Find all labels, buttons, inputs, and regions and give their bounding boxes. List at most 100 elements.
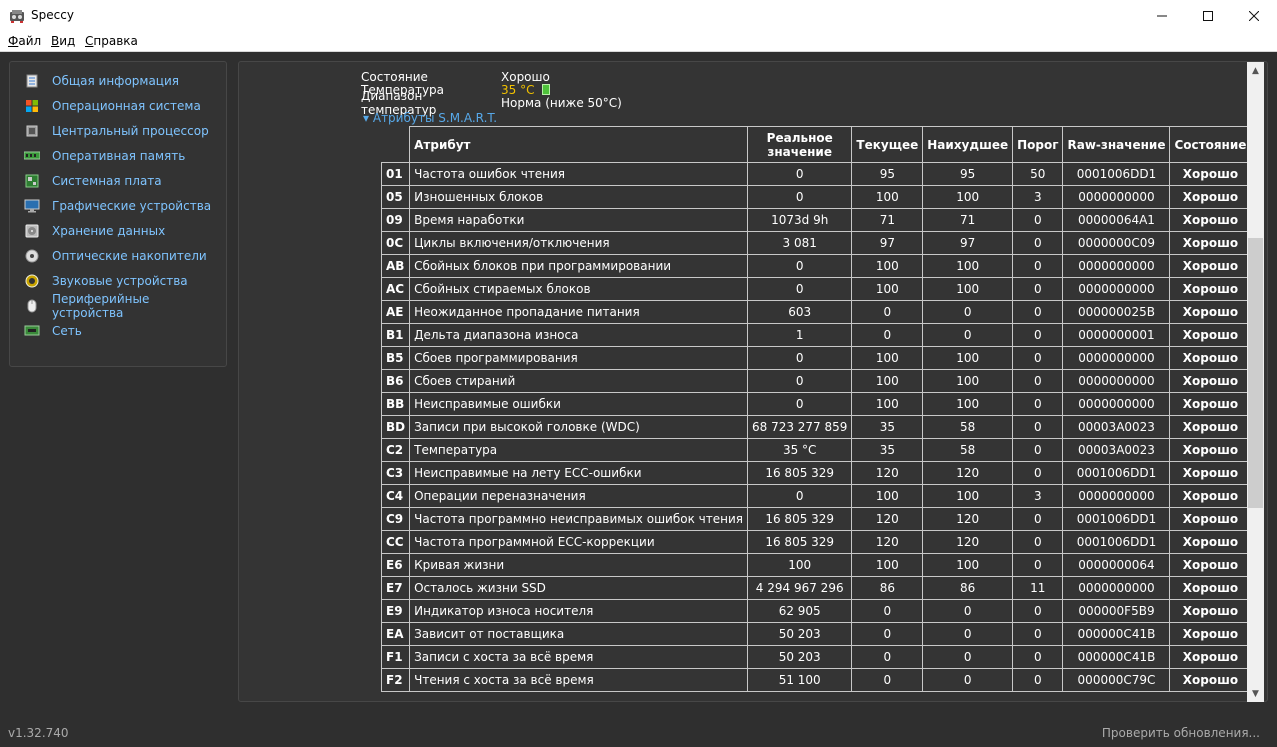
real-value: 62 905 <box>746 599 853 623</box>
table-row[interactable]: B5 Сбоев программирования 0 100 100 0 00000000… <box>380 346 1252 370</box>
attr-name: Сбоев программирования <box>409 346 748 370</box>
table-row[interactable]: C4 Операции переназначения 0 100 100 3 0000000… <box>380 484 1252 508</box>
current-value: 100 <box>851 185 924 209</box>
table-row[interactable]: AC Сбойных стираемых блоков 0 100 100 0 000000… <box>380 277 1252 301</box>
attr-id: C3 <box>380 461 411 485</box>
real-value: 0 <box>746 254 853 278</box>
sidebar-item-os[interactable]: Операционная система <box>24 96 224 116</box>
worst-value: 120 <box>922 461 1014 485</box>
table-row[interactable]: E6 Кривая жизни 100 100 100 0 0000000064 Хорошо <box>380 553 1252 577</box>
state-value: Хорошо <box>1169 553 1252 577</box>
real-value: 16 805 329 <box>746 530 853 554</box>
current-value: 0 <box>851 599 924 623</box>
current-value: 0 <box>851 668 924 692</box>
worst-value: 100 <box>922 346 1014 370</box>
table-row[interactable]: B6 Сбоев стираний 0 100 100 0 0000000000 Хорошо <box>380 369 1252 393</box>
sidebar-item-peripherals[interactable]: Периферийные устройства <box>24 292 224 320</box>
state-value: Хорошо <box>1169 162 1252 186</box>
current-value: 71 <box>851 208 924 232</box>
chevron-up-icon: ▲ <box>1252 65 1259 76</box>
real-value: 100 <box>746 553 853 577</box>
real-value-header-line2: значение <box>767 144 832 159</box>
sidebar-item-cpu[interactable]: Центральный процессор <box>24 121 224 141</box>
sidebar-item-storage[interactable]: Хранение данных <box>24 221 224 241</box>
table-row[interactable]: 0C Циклы включения/отключения 3 081 97 97 0 00… <box>380 231 1252 255</box>
attr-name: Сбоев стираний <box>409 369 748 393</box>
current-value: 35 <box>851 438 924 462</box>
sidebar-item-network[interactable]: Сеть <box>24 321 224 341</box>
raw-value: 0001006DD1 <box>1062 530 1171 554</box>
triangle-down-icon: ▾ <box>363 111 370 125</box>
sidebar-item-audio[interactable]: Звуковые устройства <box>24 271 224 291</box>
current-value: 120 <box>851 507 924 531</box>
sidebar-item-ram[interactable]: Оперативная память <box>24 146 224 166</box>
raw-value: 0000000000 <box>1062 254 1171 278</box>
table-row[interactable]: C9 Частота программно неисправимых ошибок… <box>380 507 1252 531</box>
table-row[interactable]: AB Сбойных блоков при программировании 0 10… <box>380 254 1252 278</box>
table-row[interactable]: C3 Неисправимые на лету ECC-ошибки 16 805 … <box>380 461 1252 485</box>
check-updates-link[interactable]: Проверить обновления... <box>1101 726 1260 740</box>
attr-id: AC <box>380 277 411 301</box>
sidebar-item-label: Оптические накопители <box>52 249 207 263</box>
minimize-button[interactable] <box>1139 0 1185 32</box>
state-value: Хорошо <box>1169 622 1252 646</box>
table-row[interactable]: BB Неисправимые ошибки 0 100 100 0 0000000000 Х… <box>380 392 1252 416</box>
worst-value: 58 <box>922 438 1014 462</box>
scrollbar-thumb[interactable] <box>1248 238 1263 508</box>
sidebar-item-label: Хранение данных <box>52 224 166 238</box>
current-value: 100 <box>851 369 924 393</box>
state-value: Хорошо <box>1169 645 1252 669</box>
state-value: Хорошо <box>1169 185 1252 209</box>
sidebar-item-motherboard[interactable]: Системная плата <box>24 171 224 191</box>
close-button[interactable] <box>1231 0 1277 32</box>
raw-value: 0001006DD1 <box>1062 162 1171 186</box>
maximize-button[interactable] <box>1185 0 1231 32</box>
temperature-row: Температура 35 °C <box>361 83 622 97</box>
attr-id: 09 <box>380 208 411 232</box>
table-row[interactable]: B1 Дельта диапазона износа 1 0 0 0 0000000001 Х… <box>380 323 1252 347</box>
sidebar-item-graphics[interactable]: Графические устройства <box>24 196 224 216</box>
id-header <box>380 126 411 163</box>
current-value: 100 <box>851 553 924 577</box>
menu-view[interactable]: Вид <box>51 34 75 48</box>
table-row[interactable]: AE Неожиданное пропадание питания 603 0 0 0 00… <box>380 300 1252 324</box>
sidebar-item-optical[interactable]: Оптические накопители <box>24 246 224 266</box>
table-row[interactable]: EA Зависит от поставщика 50 203 0 0 0 000000C4… <box>380 622 1252 646</box>
scroll-up-button[interactable]: ▲ <box>1247 62 1264 79</box>
vertical-scrollbar[interactable]: ▲ ▼ <box>1247 62 1264 702</box>
sidebar-item-summary[interactable]: Общая информация <box>24 71 224 91</box>
table-row[interactable]: CC Частота программной ECC-коррекции 16 80… <box>380 530 1252 554</box>
title-bar: Speccy <box>0 0 1277 32</box>
raw-value: 0001006DD1 <box>1062 461 1171 485</box>
menu-help[interactable]: Справка <box>85 34 138 48</box>
threshold-value: 50 <box>1012 162 1064 186</box>
attr-id: B1 <box>380 323 411 347</box>
raw-value: 000000C41B <box>1062 622 1171 646</box>
table-row[interactable]: BD Записи при высокой головке (WDC) 68 723… <box>380 415 1252 439</box>
disc-icon <box>24 248 40 264</box>
threshold-value: 0 <box>1012 415 1064 439</box>
minimize-icon <box>1157 15 1167 17</box>
status-label: Состояние <box>361 69 428 84</box>
speccy-logo-icon <box>10 10 24 23</box>
table-row[interactable]: F1 Записи с хоста за всё время 50 203 0 0 0 00… <box>380 645 1252 669</box>
table-row[interactable]: 05 Изношенных блоков 0 100 100 3 0000000000 Хор… <box>380 185 1252 209</box>
current-value: 100 <box>851 346 924 370</box>
table-row[interactable]: E7 Осталось жизни SSD 4 294 967 296 86 86 11 0… <box>380 576 1252 600</box>
table-row[interactable]: 09 Время наработки 1073d 9h 71 71 0 00000064A1… <box>380 208 1252 232</box>
threshold-value: 0 <box>1012 622 1064 646</box>
current-value: 0 <box>851 300 924 324</box>
smart-attributes-toggle[interactable]: ▾ Атрибуты S.M.A.R.T. <box>363 111 497 125</box>
attr-name: Зависит от поставщика <box>409 622 748 646</box>
table-row[interactable]: F2 Чтения с хоста за всё время 51 100 0 0 0 00… <box>380 668 1252 692</box>
current-value: 100 <box>851 254 924 278</box>
state-value: Хорошо <box>1169 300 1252 324</box>
attr-id: E6 <box>380 553 411 577</box>
table-row[interactable]: E9 Индикатор износа носителя 62 905 0 0 0 0000… <box>380 599 1252 623</box>
menu-file[interactable]: Файл <box>8 34 41 48</box>
scroll-down-button[interactable]: ▼ <box>1247 685 1264 702</box>
table-row[interactable]: 01 Частота ошибок чтения 0 95 95 50 0001006DD1… <box>380 162 1252 186</box>
worst-value: 0 <box>922 599 1014 623</box>
state-value: Хорошо <box>1169 484 1252 508</box>
table-row[interactable]: C2 Температура 35 °C 35 58 0 00003A0023 Хорошо <box>380 438 1252 462</box>
